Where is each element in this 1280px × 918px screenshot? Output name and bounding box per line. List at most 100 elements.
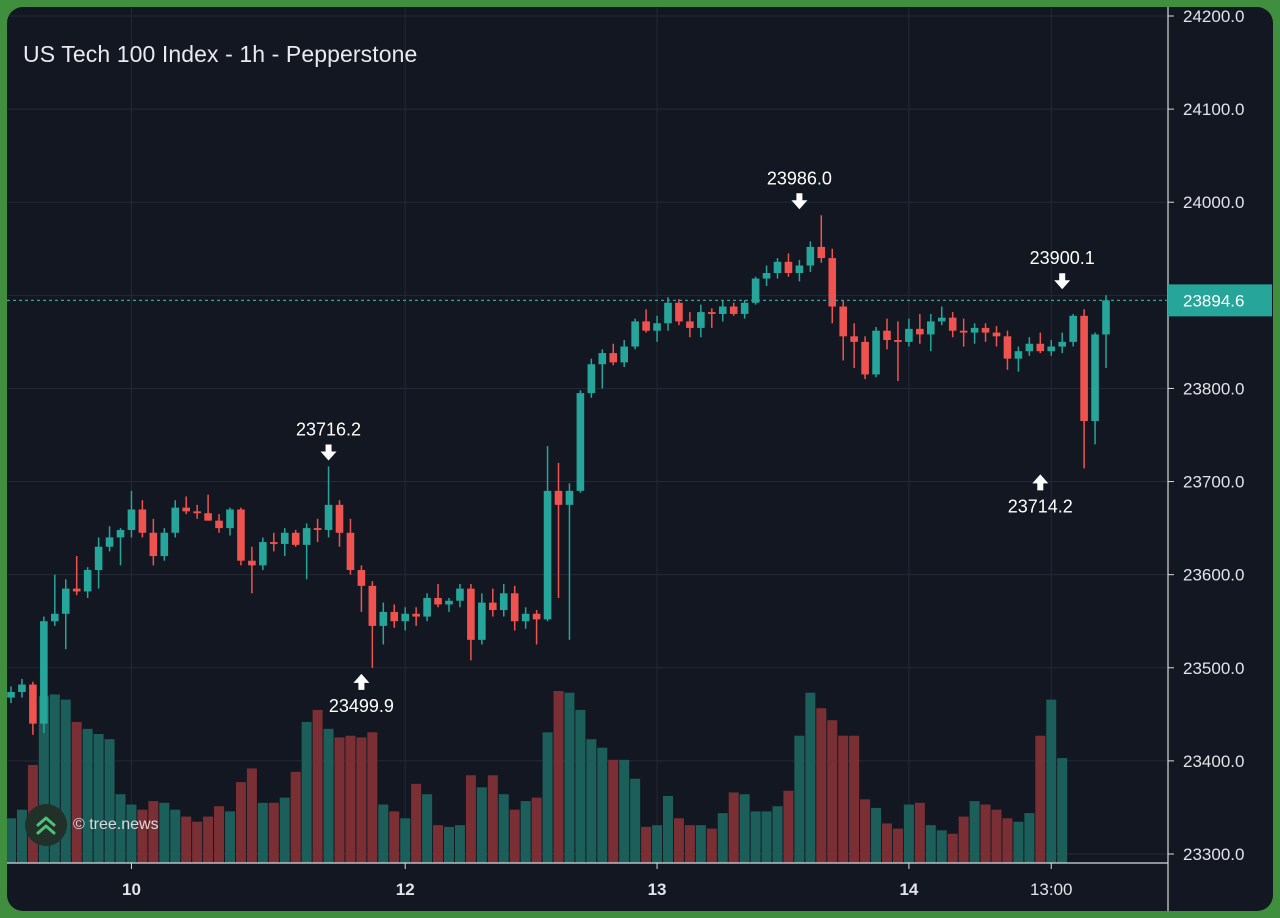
volume-bar bbox=[608, 759, 619, 863]
candle bbox=[94, 537, 103, 589]
candlestick-chart[interactable]: 24200.024100.024000.023900.023800.023700… bbox=[7, 7, 1273, 911]
candle-body bbox=[762, 272, 771, 279]
candle-body bbox=[138, 509, 147, 533]
candle-body bbox=[149, 532, 158, 557]
candle-body bbox=[773, 261, 782, 273]
volume-bar bbox=[192, 821, 203, 863]
current-price-label: 23894.6 bbox=[1183, 291, 1244, 310]
volume-bar bbox=[38, 696, 49, 863]
arrow-down-icon bbox=[1054, 273, 1071, 290]
candle bbox=[664, 297, 672, 331]
candle bbox=[434, 583, 442, 608]
candle-body bbox=[784, 261, 793, 273]
candle bbox=[1003, 330, 1012, 370]
chart-panel[interactable]: 24200.024100.024000.023900.023800.023700… bbox=[7, 7, 1273, 911]
candle-body bbox=[456, 588, 464, 601]
arrow-down-icon bbox=[791, 193, 808, 210]
candle-body bbox=[883, 330, 891, 341]
volume-bar bbox=[148, 801, 159, 863]
x-tick-label: 12 bbox=[396, 880, 415, 899]
candle bbox=[784, 253, 793, 277]
candle bbox=[302, 523, 311, 580]
volume-bar bbox=[203, 816, 214, 863]
candle bbox=[609, 343, 618, 366]
volume-bar bbox=[49, 694, 60, 863]
candle-body bbox=[708, 312, 716, 314]
candle bbox=[324, 466, 333, 538]
candle-body bbox=[642, 321, 650, 331]
candle-body bbox=[61, 588, 70, 614]
candle-body bbox=[992, 332, 1001, 337]
candle bbox=[1091, 332, 1099, 445]
candle bbox=[193, 504, 201, 519]
candle-body bbox=[116, 529, 125, 538]
volume-bar bbox=[345, 735, 356, 863]
candle bbox=[905, 318, 913, 347]
candle-body bbox=[718, 306, 727, 314]
candle bbox=[729, 302, 738, 316]
candle-body bbox=[729, 306, 738, 314]
volume-bar bbox=[1002, 818, 1013, 863]
volume-bar bbox=[400, 818, 411, 863]
volume-bar bbox=[892, 828, 903, 863]
candle-body bbox=[894, 340, 902, 342]
candle-body bbox=[521, 613, 530, 622]
candle-body bbox=[565, 490, 574, 505]
candle bbox=[1080, 309, 1088, 469]
volume-bar bbox=[663, 795, 673, 863]
candle-body bbox=[543, 490, 552, 620]
candle bbox=[872, 326, 880, 378]
candle-body bbox=[29, 684, 37, 724]
candle bbox=[18, 678, 26, 698]
volume-bar bbox=[389, 811, 400, 863]
candle-body bbox=[937, 317, 946, 322]
candle-body bbox=[270, 542, 278, 544]
volume-bar bbox=[257, 802, 268, 863]
volume-bar bbox=[849, 735, 860, 863]
volume-bar bbox=[268, 802, 279, 863]
candle bbox=[937, 306, 946, 326]
candle bbox=[291, 529, 300, 547]
volume-bar bbox=[575, 709, 586, 863]
y-tick-label: 24100.0 bbox=[1183, 100, 1244, 119]
volume-bar bbox=[246, 768, 257, 863]
volume-bar bbox=[115, 794, 126, 863]
arrow-up-icon bbox=[353, 673, 370, 690]
arrow-down-icon bbox=[320, 444, 337, 461]
volume-bar bbox=[367, 732, 378, 863]
volume-bar bbox=[1013, 821, 1024, 863]
annotation-label: 23900.1 bbox=[1030, 248, 1095, 268]
candle bbox=[1058, 332, 1066, 354]
volume-bar bbox=[323, 728, 334, 863]
volume-bar bbox=[827, 720, 838, 863]
volume-bar bbox=[969, 801, 980, 863]
candle-body bbox=[576, 393, 585, 491]
candle-body bbox=[94, 546, 103, 571]
volume-bar bbox=[301, 721, 312, 863]
volume-bar bbox=[695, 825, 706, 863]
candle bbox=[1069, 313, 1077, 347]
candle-body bbox=[313, 528, 322, 530]
volume-bar bbox=[312, 709, 323, 863]
y-tick-label: 23500.0 bbox=[1183, 659, 1244, 678]
candle bbox=[182, 496, 190, 515]
candle-body bbox=[423, 597, 431, 617]
volume-bar bbox=[476, 787, 487, 863]
volume-bar bbox=[235, 782, 246, 863]
candle-body bbox=[1058, 341, 1066, 347]
volume-bar bbox=[465, 775, 476, 863]
candles bbox=[7, 215, 1110, 735]
volume-bar bbox=[411, 783, 422, 863]
candle bbox=[149, 518, 158, 566]
candle-body bbox=[160, 532, 169, 557]
candle-body bbox=[357, 570, 366, 586]
candle bbox=[631, 318, 639, 350]
candle-body bbox=[981, 327, 990, 333]
candle bbox=[543, 446, 552, 622]
annotation-label: 23714.2 bbox=[1008, 496, 1073, 516]
candle bbox=[51, 574, 59, 626]
volume-bar bbox=[1035, 735, 1046, 863]
candle bbox=[740, 299, 749, 319]
candle bbox=[795, 259, 804, 282]
candle-body bbox=[379, 611, 388, 626]
